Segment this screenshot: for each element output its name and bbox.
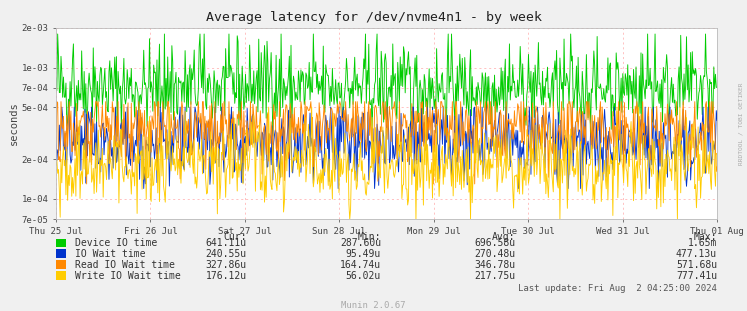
Text: IO Wait time: IO Wait time (75, 249, 145, 259)
Text: 1.65m: 1.65m (688, 238, 717, 248)
Text: 346.78u: 346.78u (474, 260, 515, 270)
Text: 641.11u: 641.11u (205, 238, 247, 248)
Text: RRDTOOL / TOBI OETIKER: RRDTOOL / TOBI OETIKER (738, 82, 743, 165)
Text: 777.41u: 777.41u (676, 271, 717, 281)
Text: 571.68u: 571.68u (676, 260, 717, 270)
Text: 477.13u: 477.13u (676, 249, 717, 259)
Text: 164.74u: 164.74u (340, 260, 381, 270)
Text: 696.58u: 696.58u (474, 238, 515, 248)
Text: Cur:: Cur: (223, 232, 247, 242)
Text: Last update: Fri Aug  2 04:25:00 2024: Last update: Fri Aug 2 04:25:00 2024 (518, 284, 717, 293)
Text: Max:: Max: (694, 232, 717, 242)
Text: Munin 2.0.67: Munin 2.0.67 (341, 301, 406, 310)
Text: 270.48u: 270.48u (474, 249, 515, 259)
Text: Avg:: Avg: (492, 232, 515, 242)
Text: Read IO Wait time: Read IO Wait time (75, 260, 175, 270)
Text: 327.86u: 327.86u (205, 260, 247, 270)
Text: 176.12u: 176.12u (205, 271, 247, 281)
Text: Write IO Wait time: Write IO Wait time (75, 271, 181, 281)
Text: Average latency for /dev/nvme4n1 - by week: Average latency for /dev/nvme4n1 - by we… (205, 11, 542, 24)
Text: Min:: Min: (358, 232, 381, 242)
Text: 240.55u: 240.55u (205, 249, 247, 259)
Y-axis label: seconds: seconds (9, 102, 19, 146)
Text: 95.49u: 95.49u (346, 249, 381, 259)
Text: 217.75u: 217.75u (474, 271, 515, 281)
Text: Device IO time: Device IO time (75, 238, 157, 248)
Text: 287.60u: 287.60u (340, 238, 381, 248)
Text: 56.02u: 56.02u (346, 271, 381, 281)
